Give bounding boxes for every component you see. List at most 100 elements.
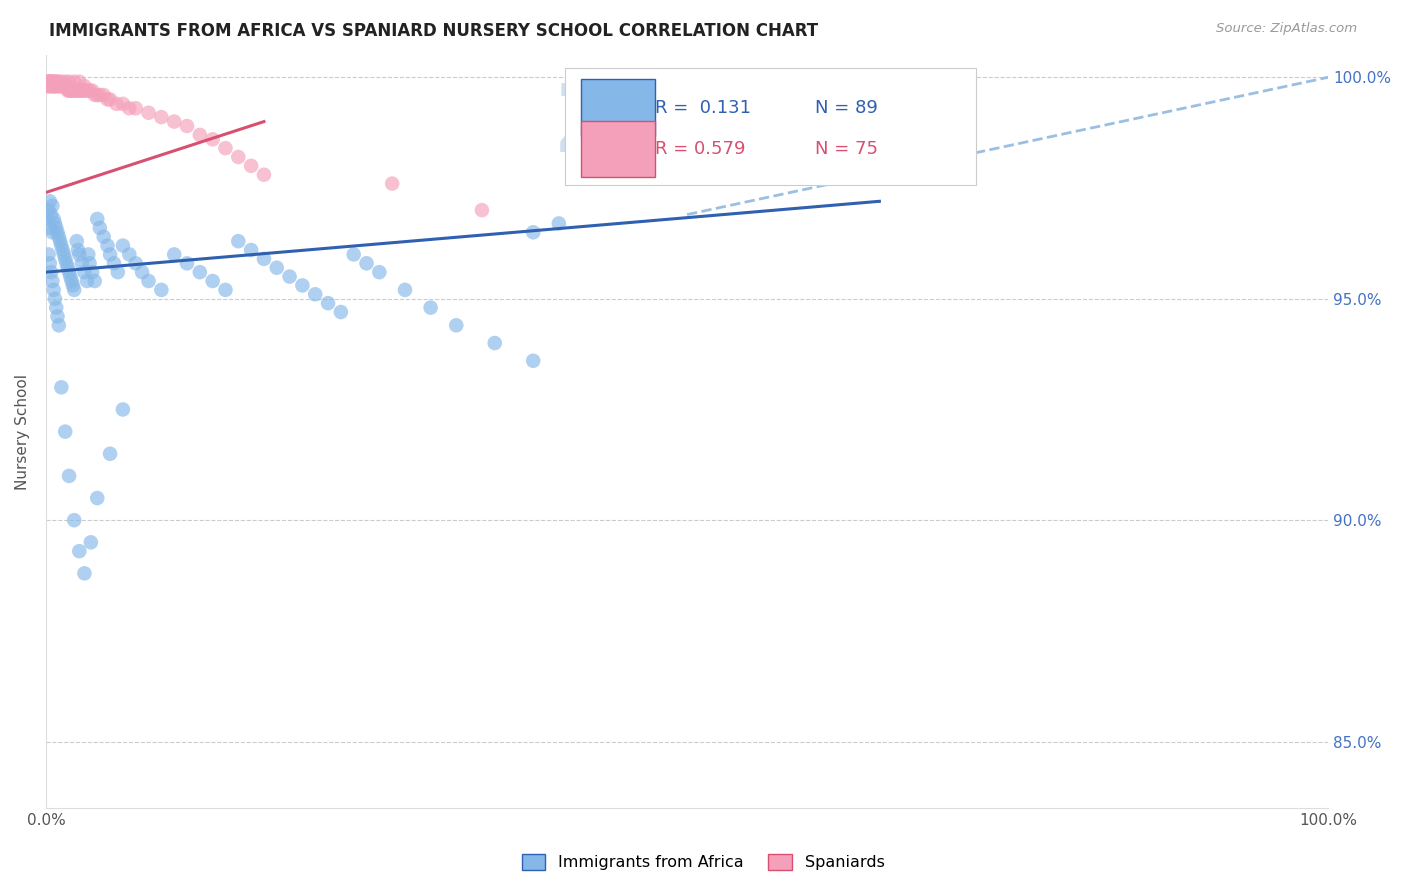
Point — [38, 247, 60, 261]
Point — [59, 269, 82, 284]
Point — [240, 159, 263, 173]
Point — [86, 88, 108, 103]
Point — [329, 305, 352, 319]
Point — [53, 79, 76, 94]
Point — [253, 252, 276, 266]
Point — [419, 301, 441, 315]
Point — [93, 88, 115, 103]
Point — [46, 310, 69, 324]
Point — [44, 292, 66, 306]
Point — [73, 79, 96, 94]
Point — [55, 79, 77, 94]
Legend: Immigrants from Africa, Spaniards: Immigrants from Africa, Spaniards — [515, 848, 891, 877]
Point — [58, 84, 80, 98]
Point — [67, 75, 90, 89]
Point — [39, 265, 62, 279]
Point — [39, 75, 62, 89]
Point — [60, 84, 83, 98]
Point — [58, 265, 80, 279]
Point — [62, 84, 84, 98]
Point — [73, 84, 96, 98]
Point — [60, 274, 83, 288]
Point — [471, 203, 494, 218]
Point — [77, 247, 100, 261]
Point — [45, 220, 67, 235]
Point — [98, 92, 121, 106]
Point — [41, 79, 63, 94]
Point — [240, 243, 263, 257]
Point — [38, 194, 60, 209]
Point — [52, 247, 75, 261]
Text: atlas: atlas — [727, 80, 955, 173]
Point — [73, 265, 96, 279]
Point — [381, 177, 404, 191]
Point — [105, 96, 128, 111]
Point — [66, 84, 89, 98]
Point — [176, 256, 198, 270]
Point — [278, 269, 301, 284]
Point — [96, 92, 118, 106]
Point — [48, 318, 70, 333]
Point — [39, 75, 62, 89]
Point — [226, 150, 249, 164]
Point — [79, 256, 101, 270]
Point — [214, 283, 236, 297]
Point — [53, 75, 76, 89]
Point — [80, 535, 103, 549]
Point — [38, 75, 60, 89]
Point — [93, 229, 115, 244]
Point — [38, 79, 60, 94]
Point — [86, 491, 108, 505]
Point — [138, 105, 160, 120]
Point — [52, 243, 75, 257]
Point — [118, 247, 141, 261]
Point — [547, 216, 569, 230]
Point — [45, 301, 67, 315]
Point — [62, 278, 84, 293]
Point — [38, 256, 60, 270]
Point — [98, 447, 121, 461]
Point — [38, 79, 60, 94]
Point — [38, 220, 60, 235]
Point — [66, 243, 89, 257]
Text: N = 75: N = 75 — [815, 140, 879, 158]
Point — [53, 425, 76, 439]
Point — [52, 79, 75, 94]
Point — [42, 75, 65, 89]
Point — [39, 208, 62, 222]
FancyBboxPatch shape — [581, 79, 655, 136]
FancyBboxPatch shape — [565, 68, 976, 185]
Point — [107, 265, 129, 279]
Point — [150, 283, 173, 297]
Point — [188, 128, 211, 142]
Point — [83, 88, 105, 103]
Point — [343, 247, 366, 261]
Point — [49, 79, 72, 94]
Point — [111, 238, 134, 252]
Point — [83, 274, 105, 288]
Point — [41, 75, 63, 89]
Point — [118, 101, 141, 115]
Point — [67, 84, 90, 98]
Text: R = 0.579: R = 0.579 — [655, 140, 745, 158]
Point — [42, 79, 65, 94]
Point — [41, 274, 63, 288]
Point — [51, 79, 73, 94]
Point — [46, 79, 69, 94]
Point — [201, 274, 224, 288]
Point — [51, 238, 73, 252]
Point — [89, 88, 111, 103]
Point — [38, 75, 60, 89]
Point — [98, 247, 121, 261]
Point — [44, 216, 66, 230]
Point — [41, 225, 63, 239]
Point — [58, 75, 80, 89]
Point — [82, 84, 104, 98]
Point — [201, 132, 224, 146]
Text: IMMIGRANTS FROM AFRICA VS SPANIARD NURSERY SCHOOL CORRELATION CHART: IMMIGRANTS FROM AFRICA VS SPANIARD NURSE… — [49, 22, 818, 40]
Point — [96, 238, 118, 252]
Point — [46, 225, 69, 239]
Text: R =  0.131: R = 0.131 — [655, 99, 751, 117]
Point — [304, 287, 326, 301]
Point — [253, 168, 276, 182]
